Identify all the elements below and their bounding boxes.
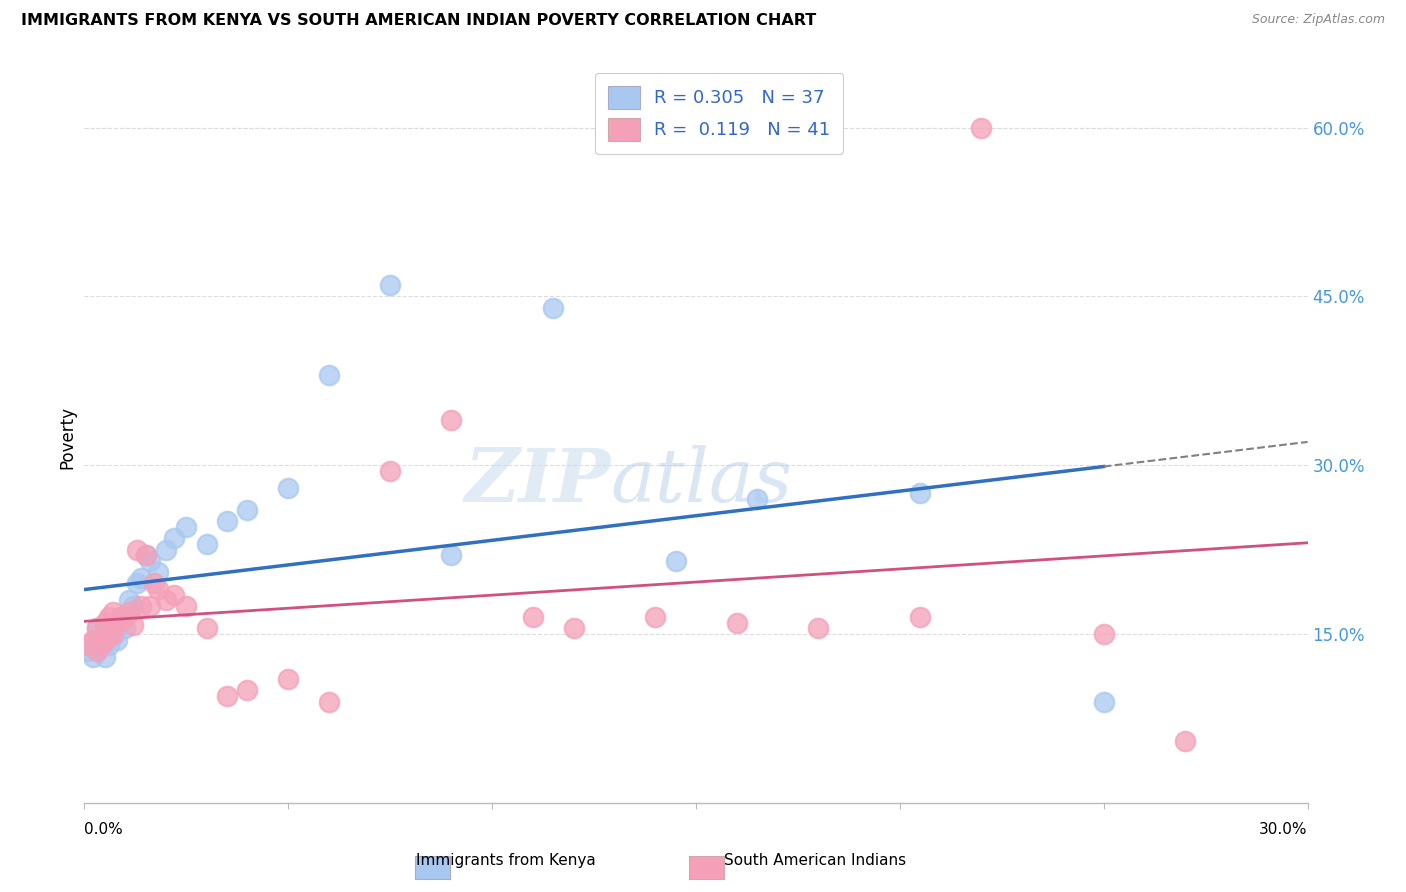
- Point: [522, 610, 544, 624]
- Point: [122, 618, 145, 632]
- Point: [101, 629, 124, 643]
- Point: [131, 571, 153, 585]
- Point: [77, 638, 100, 652]
- Point: [86, 644, 108, 658]
- Point: [93, 627, 117, 641]
- Point: [1092, 694, 1115, 708]
- Point: [1092, 627, 1115, 641]
- Point: [543, 301, 565, 315]
- Point: [127, 576, 149, 591]
- Point: [105, 615, 128, 630]
- Point: [380, 278, 402, 293]
- Point: [440, 548, 463, 562]
- Point: [217, 689, 239, 703]
- Point: [118, 593, 141, 607]
- Point: [318, 694, 340, 708]
- Point: [105, 621, 128, 635]
- Point: [644, 610, 666, 624]
- Point: [97, 629, 120, 643]
- Point: [138, 554, 160, 568]
- Point: [131, 599, 153, 613]
- Point: [97, 621, 120, 635]
- Point: [195, 621, 218, 635]
- Point: [1174, 734, 1197, 748]
- Point: [101, 627, 124, 641]
- Point: [97, 610, 120, 624]
- Legend: R = 0.305   N = 37, R =  0.119   N = 41: R = 0.305 N = 37, R = 0.119 N = 41: [595, 73, 844, 153]
- Text: 0.0%: 0.0%: [84, 822, 124, 837]
- Point: [127, 542, 149, 557]
- Point: [82, 649, 104, 664]
- Point: [163, 588, 186, 602]
- Point: [114, 610, 136, 624]
- Point: [101, 615, 124, 630]
- Point: [114, 621, 136, 635]
- Point: [90, 638, 112, 652]
- Point: [176, 520, 198, 534]
- Point: [105, 632, 128, 647]
- Point: [747, 491, 769, 506]
- Text: Immigrants from Kenya: Immigrants from Kenya: [416, 854, 596, 868]
- Point: [910, 486, 932, 500]
- Point: [86, 621, 108, 635]
- Point: [910, 610, 932, 624]
- Point: [90, 638, 112, 652]
- Text: Source: ZipAtlas.com: Source: ZipAtlas.com: [1251, 13, 1385, 27]
- Point: [135, 548, 157, 562]
- Text: ZIP: ZIP: [464, 445, 610, 517]
- Point: [195, 537, 218, 551]
- Point: [77, 644, 100, 658]
- Point: [138, 599, 160, 613]
- Point: [86, 632, 108, 647]
- Y-axis label: Poverty: Poverty: [58, 406, 76, 468]
- Point: [970, 120, 993, 135]
- Text: IMMIGRANTS FROM KENYA VS SOUTH AMERICAN INDIAN POVERTY CORRELATION CHART: IMMIGRANTS FROM KENYA VS SOUTH AMERICAN …: [21, 13, 817, 29]
- Point: [236, 503, 259, 517]
- Point: [110, 610, 132, 624]
- Text: 30.0%: 30.0%: [1260, 822, 1308, 837]
- Point: [93, 632, 117, 647]
- Point: [118, 605, 141, 619]
- Point: [97, 638, 120, 652]
- Point: [725, 615, 748, 630]
- Text: South American Indians: South American Indians: [724, 854, 907, 868]
- Point: [82, 632, 104, 647]
- Point: [277, 672, 299, 686]
- Point: [318, 368, 340, 383]
- Point: [562, 621, 585, 635]
- Point: [86, 621, 108, 635]
- Point: [665, 554, 688, 568]
- Point: [93, 649, 117, 664]
- Point: [217, 515, 239, 529]
- Point: [163, 532, 186, 546]
- Point: [146, 582, 169, 596]
- Point: [146, 565, 169, 579]
- Point: [155, 542, 177, 557]
- Point: [142, 576, 165, 591]
- Point: [236, 683, 259, 698]
- Point: [807, 621, 830, 635]
- Point: [122, 599, 145, 613]
- Text: atlas: atlas: [610, 445, 793, 517]
- Point: [440, 413, 463, 427]
- Point: [101, 605, 124, 619]
- Point: [155, 593, 177, 607]
- Point: [93, 615, 117, 630]
- Point: [277, 481, 299, 495]
- Point: [380, 464, 402, 478]
- Point: [135, 548, 157, 562]
- Point: [110, 610, 132, 624]
- Point: [176, 599, 198, 613]
